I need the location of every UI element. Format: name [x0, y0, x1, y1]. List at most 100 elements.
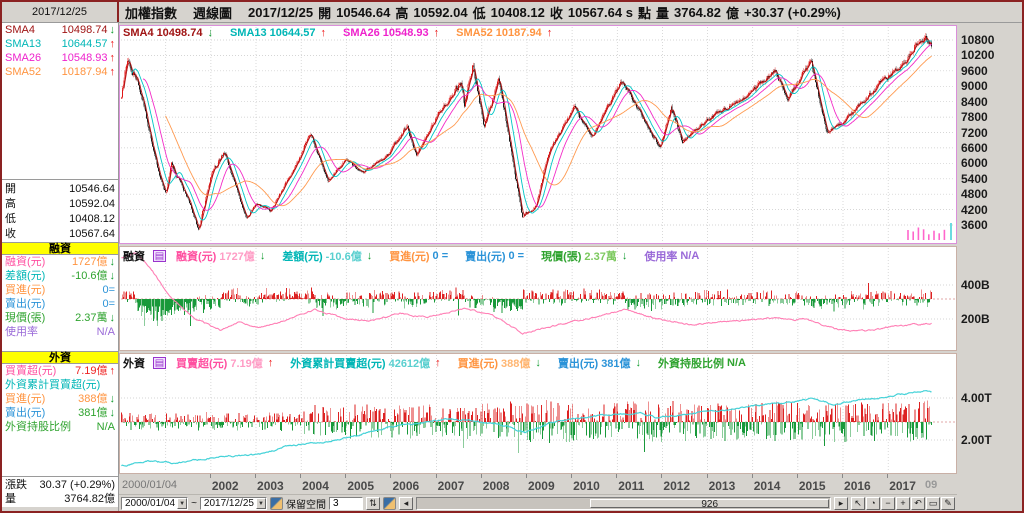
x-axis-label: 2006	[392, 479, 420, 493]
x-axis-tick	[616, 474, 618, 478]
chart-scrollbar[interactable]: 926	[415, 496, 831, 510]
price-chart-panel[interactable]: SMA4 10498.74 ↓ SMA13 10644.57 ↑ SMA26 10548.…	[119, 25, 957, 244]
low-label: 低	[472, 5, 486, 21]
y-axis-label: 4800	[961, 187, 988, 202]
panel-menu-icon[interactable]: ▤	[153, 357, 166, 369]
legend-foreign-cumulative-label: 外資累計買賣超(元)	[290, 358, 386, 370]
hand-tool-icon[interactable]	[382, 496, 396, 510]
foreign-sell-value: 381億	[78, 407, 108, 419]
sma-panel: SMA4 10498.74 ↓ SMA13 10644.57 ↑ SMA26 10548.…	[2, 23, 118, 179]
sma52-value: 10187.94	[61, 66, 108, 78]
history-tool-icon[interactable]: ◔	[866, 496, 880, 510]
draw-tool-icon[interactable]: ✎	[941, 496, 955, 510]
x-axis-tick	[796, 474, 798, 478]
range-separator: ~	[191, 497, 197, 509]
margin-buy-value: 0=	[102, 284, 115, 296]
margin-diff-value: -10.6億	[71, 270, 108, 282]
ohlc-panel: 開 10546.64 高 10592.04 低 10408.12 收 10567.64	[2, 180, 118, 242]
volume-label: 量	[655, 5, 669, 21]
foreign-buy-row: 買進(元) 388億 ↓	[2, 392, 118, 406]
y-axis-label: 4200	[961, 202, 988, 217]
change-label: 漲跌	[5, 479, 27, 491]
zoom-out-button[interactable]: −	[881, 496, 895, 510]
sma26-arrow-icon: ↑	[109, 52, 116, 64]
open-value: 10546.64	[336, 4, 391, 20]
range-end-dropdown[interactable]: 2017/12/25 ▼	[199, 496, 267, 510]
legend-margin-balance-label: 融資(元)	[176, 251, 217, 263]
y-axis-label: 200B	[961, 312, 990, 326]
volume-label: 量	[5, 493, 16, 505]
foreign-net-label: 買賣超(元)	[5, 365, 57, 377]
legend-sma4-arrow-icon: ↓	[207, 27, 213, 39]
high-label: 高	[395, 5, 409, 21]
close-label: 收	[549, 5, 563, 21]
zoom-in-button[interactable]: +	[896, 496, 910, 510]
x-axis-tick	[435, 474, 437, 478]
legend-foreign-holding-value: N/A	[727, 357, 746, 369]
legend-margin-buy-label: 買進(元)	[389, 251, 430, 263]
legend-sma4-value: 10498.74	[156, 27, 203, 39]
candlestick-chart[interactable]	[120, 26, 956, 243]
reserve-space-input[interactable]	[328, 496, 363, 510]
scroll-right-button[interactable]: ▸	[834, 496, 848, 510]
foreign-chart[interactable]	[120, 354, 956, 473]
legend-sma13-value: 10644.57	[269, 27, 316, 39]
panel-menu-icon[interactable]: ▤	[153, 250, 166, 262]
sma26-row: SMA26 10548.93 ↑	[2, 51, 118, 65]
close-value: 10567.64	[69, 227, 115, 240]
period-label: 週線圖	[193, 5, 233, 21]
index-name: 加權指數	[125, 5, 178, 21]
y-axis-label: 10200	[961, 48, 995, 63]
legend-margin-balance-arrow-icon: ↓	[259, 250, 266, 262]
y-axis-label: 7200	[961, 125, 988, 140]
hand-tool-icon[interactable]	[269, 496, 283, 510]
dropdown-arrow-icon[interactable]: ▼	[255, 497, 266, 509]
y-axis-label: 5400	[961, 171, 988, 186]
margin-chart[interactable]	[120, 247, 956, 350]
low-row: 低 10408.12	[2, 211, 118, 226]
margin-section-header: 融資	[2, 242, 118, 255]
open-label: 開	[318, 5, 332, 21]
x-axis-label: 2016	[844, 479, 871, 493]
sma13-row: SMA13 10644.57 ↑	[2, 37, 118, 51]
margin-buy-row: 買進(元) 0=	[2, 283, 118, 297]
range-start-dropdown[interactable]: 2000/01/04 ▼	[121, 496, 189, 510]
y-axis-label: 9600	[961, 63, 988, 78]
undo-button[interactable]: ↶	[911, 496, 925, 510]
foreign-chart-panel[interactable]: 外資 ▤ 買賣超(元) 7.19億 ↑ 外資累計買賣超(元) 42612億 ↑ 買進(元…	[119, 353, 957, 474]
legend-foreign-sell-value: 381億	[601, 358, 631, 370]
range-start-value: 2000/01/04	[125, 497, 176, 509]
scroll-left-button[interactable]: ◂	[398, 496, 413, 510]
scrollbar-thumb[interactable]: 926	[590, 498, 829, 509]
foreign-sell-label: 賣出(元)	[5, 407, 46, 419]
legend-sma4-label: SMA4	[123, 27, 154, 39]
x-axis-label: 2014	[753, 479, 781, 493]
pointer-tool-icon[interactable]: ↖	[851, 496, 865, 510]
open-label: 開	[5, 182, 16, 195]
margin-panel: 融資(元) 1727億 ↓ 差額(元) -10.6億 ↓ 買進(元) 0= 賣出(元) 0=…	[2, 255, 118, 339]
reserve-space-label: 保留空間	[285, 499, 326, 511]
usage-rate-value: N/A	[96, 326, 115, 338]
foreign-cumulative-label: 外資累計買賣超(元)	[5, 379, 101, 391]
sidebar: SMA4 10498.74 ↓ SMA13 10644.57 ↑ SMA26 10548.…	[2, 23, 119, 511]
x-axis-tick	[255, 474, 257, 478]
legend-foreign-holding-label: 外資持股比例	[658, 358, 725, 370]
dropdown-arrow-icon[interactable]: ▼	[177, 497, 188, 509]
x-axis-label: 2000/01/04	[122, 479, 178, 491]
x-axis-label: 2009	[527, 479, 555, 493]
change-value: 30.37 (+0.29%)	[39, 479, 115, 491]
x-axis-tick	[887, 474, 889, 478]
change-row: 漲跌 30.37 (+0.29%)	[2, 478, 118, 492]
date-selector[interactable]: 2017/12/25	[2, 2, 119, 22]
legend-sma52-label: SMA52	[456, 27, 493, 39]
reserve-spinner[interactable]: ⇅	[365, 496, 380, 510]
margin-chart-panel[interactable]: 融資 ▤ 融資(元) 1727億 ↓ 差額(元) -10.6億 ↓ 買進(元) 0 = 賣…	[119, 246, 957, 351]
open-row: 開 10546.64	[2, 181, 118, 196]
window-tool-icon[interactable]: ▭	[926, 496, 940, 510]
margin-balance-value: 1727億	[72, 256, 108, 268]
range-end-value: 2017/12/25	[203, 497, 254, 509]
foreign-buy-label: 買進(元)	[5, 393, 46, 405]
margin-diff-arrow-icon: ↓	[109, 270, 116, 282]
sma4-value: 10498.74	[61, 24, 108, 36]
